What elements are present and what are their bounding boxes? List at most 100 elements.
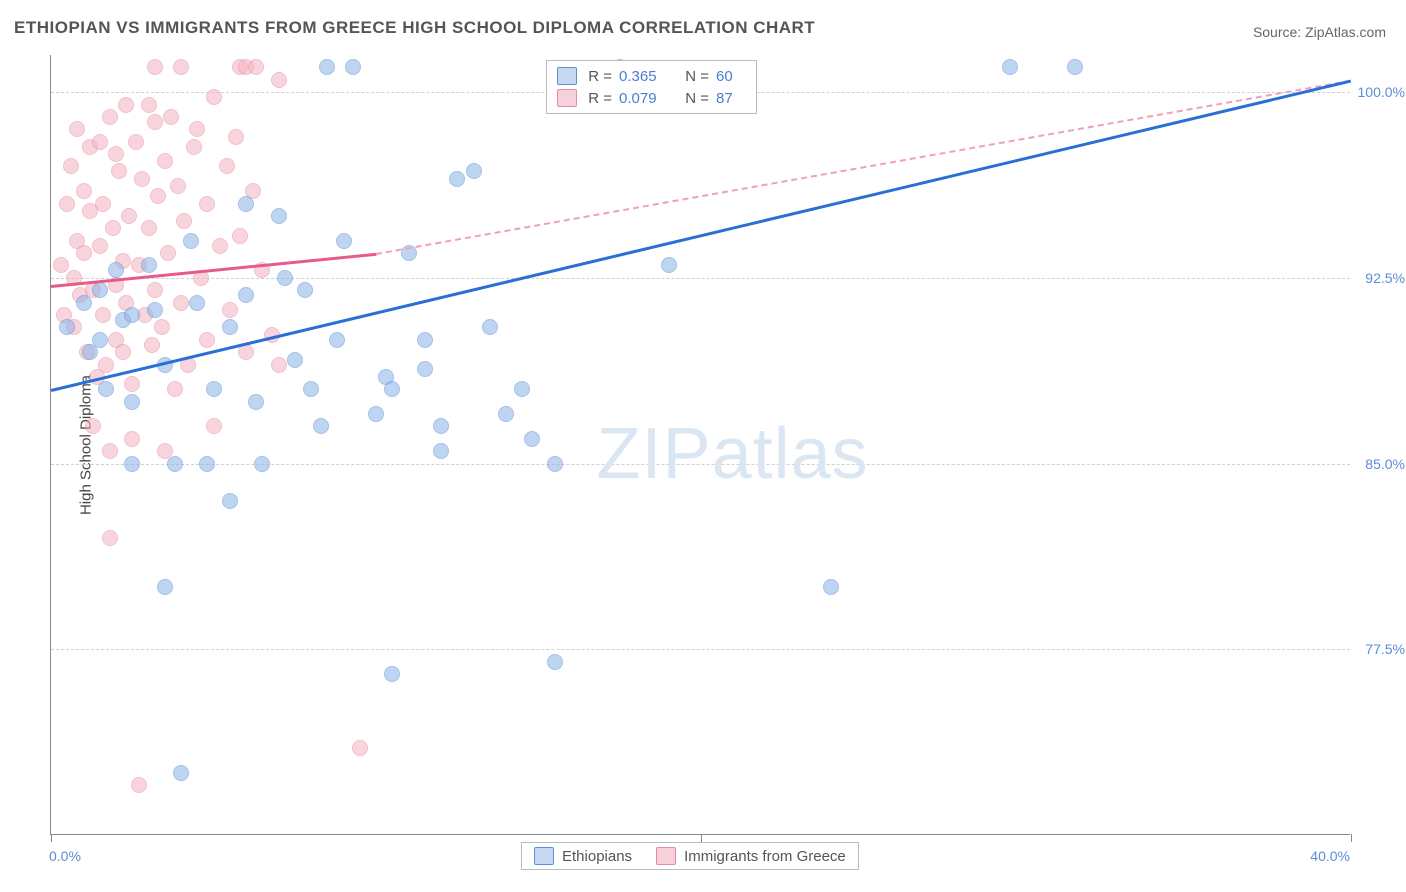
data-point [124, 431, 140, 447]
data-point [108, 262, 124, 278]
data-point [238, 196, 254, 212]
data-point [189, 295, 205, 311]
data-point [124, 394, 140, 410]
data-point [69, 121, 85, 137]
data-point [189, 121, 205, 137]
data-point [76, 295, 92, 311]
data-point [417, 361, 433, 377]
data-point [141, 220, 157, 236]
data-point [199, 332, 215, 348]
data-point [222, 493, 238, 509]
data-point [384, 666, 400, 682]
n-label: N = [681, 68, 709, 85]
data-point [53, 257, 69, 273]
xtick-label: 0.0% [49, 848, 81, 864]
data-point [154, 319, 170, 335]
r-val-blue: 0.365 [619, 68, 674, 85]
chart-title: ETHIOPIAN VS IMMIGRANTS FROM GREECE HIGH… [14, 18, 815, 38]
data-point [59, 196, 75, 212]
data-point [303, 381, 319, 397]
data-point [147, 302, 163, 318]
data-point [128, 134, 144, 150]
ytick-label: 92.5% [1365, 270, 1405, 286]
data-point [92, 332, 108, 348]
data-point [98, 357, 114, 373]
data-point [271, 208, 287, 224]
data-point [115, 344, 131, 360]
data-point [222, 319, 238, 335]
data-point [238, 344, 254, 360]
n-val-blue: 60 [716, 68, 746, 85]
watermark: ZIPatlas [597, 413, 869, 495]
data-point [76, 245, 92, 261]
data-point [336, 233, 352, 249]
source-label: Source: ZipAtlas.com [1253, 24, 1386, 40]
data-point [85, 418, 101, 434]
data-point [157, 579, 173, 595]
data-point [271, 357, 287, 373]
data-point [102, 530, 118, 546]
data-point [186, 139, 202, 155]
xtick [51, 834, 52, 842]
data-point [124, 456, 140, 472]
data-point [141, 97, 157, 113]
data-point [173, 59, 189, 75]
data-point [199, 456, 215, 472]
data-point [482, 319, 498, 335]
data-point [111, 163, 127, 179]
ytick-label: 85.0% [1365, 456, 1405, 472]
r-label: R = [584, 90, 612, 107]
n-val-pink: 87 [716, 90, 746, 107]
stats-row-pink: R = 0.079 N = 87 [557, 87, 746, 109]
data-point [524, 431, 540, 447]
data-point [150, 188, 166, 204]
data-point [222, 302, 238, 318]
legend-label-blue: Ethiopians [562, 848, 632, 865]
r-val-pink: 0.079 [619, 90, 674, 107]
data-point [76, 183, 92, 199]
data-point [134, 171, 150, 187]
data-point [199, 196, 215, 212]
data-point [206, 89, 222, 105]
data-point [329, 332, 345, 348]
data-point [384, 381, 400, 397]
xtick [1351, 834, 1352, 842]
data-point [124, 307, 140, 323]
data-point [163, 109, 179, 125]
data-point [206, 418, 222, 434]
data-point [254, 456, 270, 472]
data-point [147, 114, 163, 130]
swatch-pink-icon [656, 847, 676, 865]
data-point [131, 777, 147, 793]
data-point [108, 146, 124, 162]
data-point [92, 282, 108, 298]
data-point [118, 97, 134, 113]
data-point [352, 740, 368, 756]
data-point [238, 287, 254, 303]
data-point [147, 59, 163, 75]
stats-row-blue: R = 0.365 N = 60 [557, 65, 746, 87]
data-point [183, 233, 199, 249]
plot-area: High School Diploma 77.5%85.0%92.5%100.0… [50, 55, 1350, 835]
data-point [232, 228, 248, 244]
data-point [173, 295, 189, 311]
data-point [271, 72, 287, 88]
swatch-blue-icon [557, 67, 577, 85]
n-label: N = [681, 90, 709, 107]
legend-label-pink: Immigrants from Greece [684, 848, 846, 865]
r-label: R = [584, 68, 612, 85]
ytick-label: 77.5% [1365, 641, 1405, 657]
data-point [433, 443, 449, 459]
data-point [141, 257, 157, 273]
gridline [51, 464, 1350, 465]
legend-item-blue: Ethiopians [534, 847, 632, 865]
data-point [823, 579, 839, 595]
xtick-label: 40.0% [1310, 848, 1350, 864]
xtick [701, 834, 702, 842]
data-point [319, 59, 335, 75]
gridline [51, 278, 1350, 279]
data-point [206, 381, 222, 397]
data-point [170, 178, 186, 194]
legend: Ethiopians Immigrants from Greece [521, 842, 859, 870]
watermark-thin: atlas [712, 414, 869, 494]
